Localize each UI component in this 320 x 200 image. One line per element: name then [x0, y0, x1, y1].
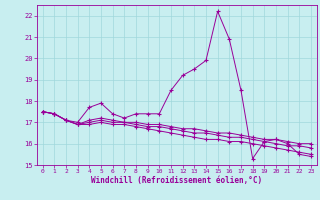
X-axis label: Windchill (Refroidissement éolien,°C): Windchill (Refroidissement éolien,°C)	[91, 176, 262, 185]
